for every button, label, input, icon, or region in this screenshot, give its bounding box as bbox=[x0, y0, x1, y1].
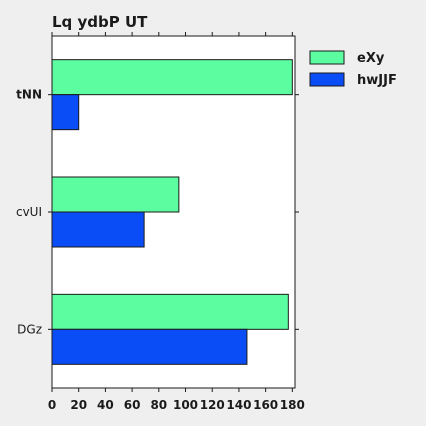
bars-group bbox=[51, 59, 293, 365]
legend-label-hwJJF: hwJJF bbox=[357, 73, 397, 88]
y-tick-label: tNN bbox=[16, 88, 42, 102]
bar-eXy-tNN bbox=[51, 59, 293, 96]
legend: eXy hwJJF bbox=[309, 50, 397, 88]
x-tick-label: 120 bbox=[200, 398, 225, 412]
x-tick-label: 60 bbox=[124, 398, 141, 412]
x-tick-label: 0 bbox=[48, 398, 56, 412]
x-tick-label: 160 bbox=[253, 398, 278, 412]
bar-eXy-DGz bbox=[51, 293, 289, 330]
legend-swatch-eXy bbox=[309, 50, 345, 65]
axes-group: tNN cvUI DGz 0 20 40 60 80 100 120 140 160 180 bbox=[16, 32, 305, 412]
x-tick-label: 180 bbox=[280, 398, 305, 412]
x-tick-label: 80 bbox=[150, 398, 167, 412]
bar-hwJJF-DGz bbox=[51, 328, 248, 365]
bar-eXy-cvUI bbox=[51, 176, 180, 213]
y-tick-label: DGz bbox=[17, 322, 42, 336]
x-tick-label: 40 bbox=[97, 398, 114, 412]
bar-hwJJF-cvUI bbox=[51, 211, 145, 248]
x-tick-label: 100 bbox=[173, 398, 198, 412]
x-tick-label: 140 bbox=[226, 398, 251, 412]
chart-title: Lq ydbP UT bbox=[52, 13, 148, 31]
legend-swatch-hwJJF bbox=[309, 72, 345, 87]
bar-hwJJF-tNN bbox=[51, 94, 80, 131]
y-tick-label: cvUI bbox=[16, 205, 42, 219]
plot-frame bbox=[51, 35, 296, 389]
legend-label-eXy: eXy bbox=[357, 51, 385, 66]
x-tick-label: 20 bbox=[70, 398, 87, 412]
